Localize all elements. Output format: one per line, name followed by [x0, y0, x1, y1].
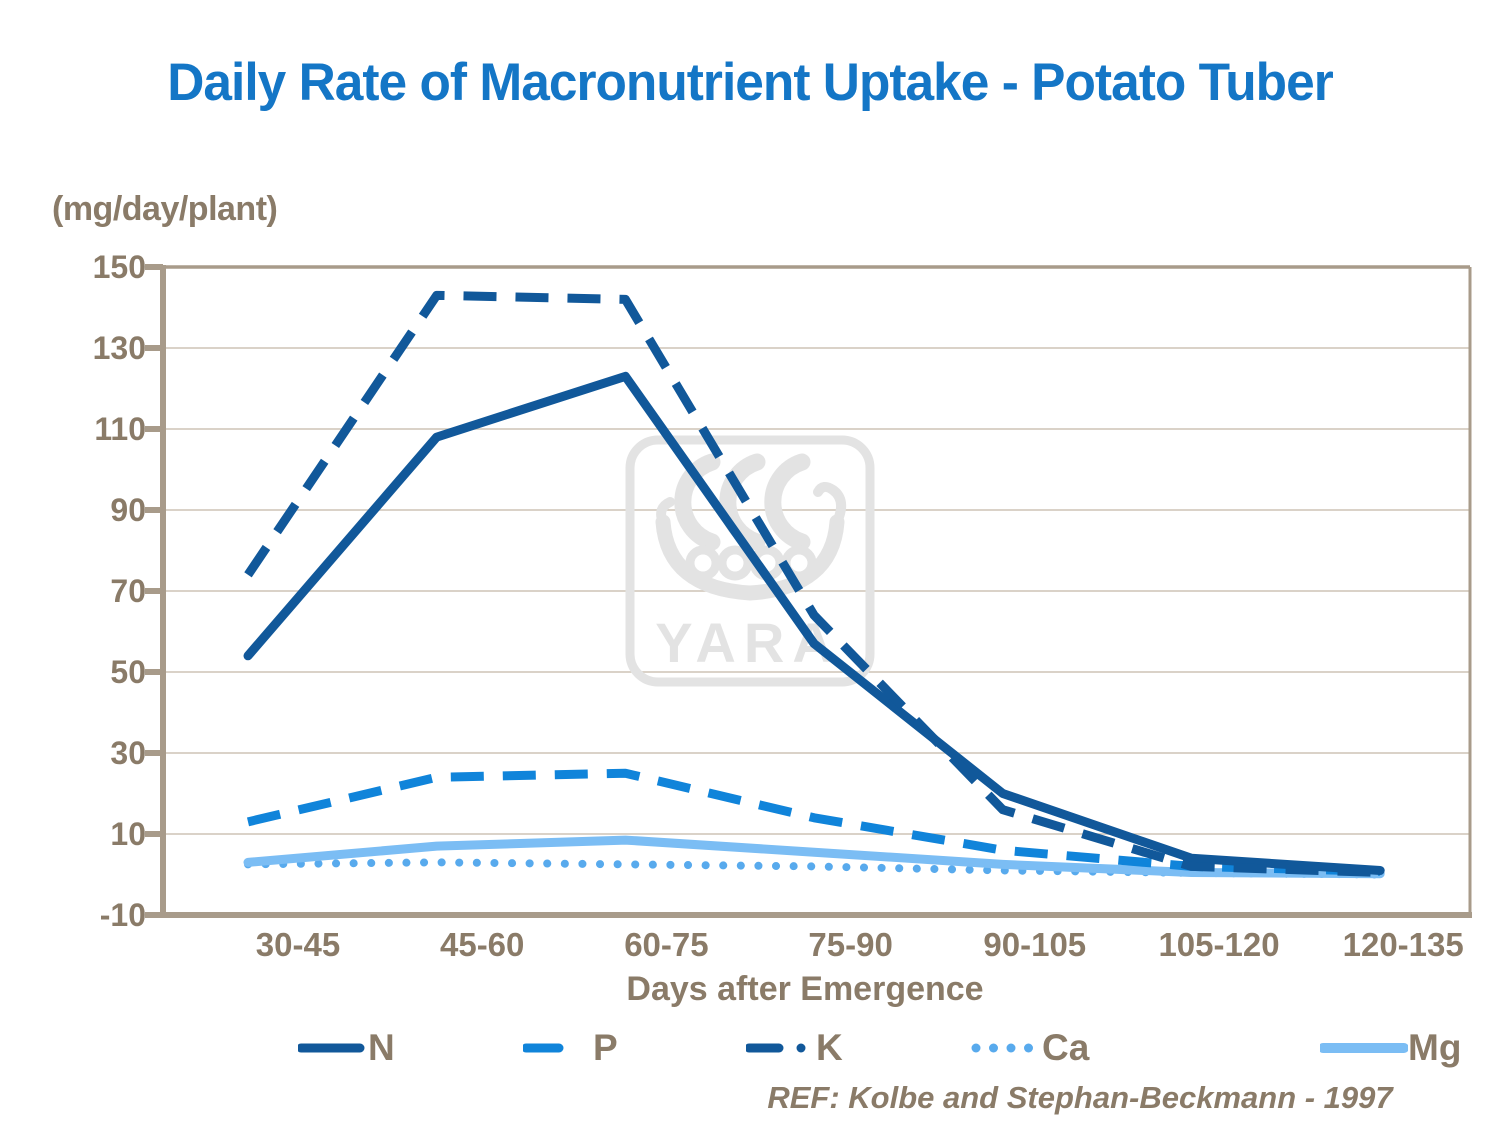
x-axis-tick-label: 90-105 — [983, 926, 1087, 963]
x-axis-title: Days after Emergence — [626, 970, 984, 1008]
x-axis-tick-label: 120-135 — [1342, 926, 1464, 963]
legend-item-N: N — [298, 1026, 395, 1070]
series-Ca-line — [244, 858, 1385, 879]
legend-swatch-K — [746, 1043, 806, 1053]
legend-item-K: K — [746, 1026, 843, 1070]
legend-label-K: K — [816, 1027, 843, 1068]
y-axis-tick-label: 90 — [110, 492, 146, 528]
series-Mg-line — [243, 835, 1385, 879]
legend-label-Mg: Mg — [1408, 1027, 1462, 1068]
y-axis-tick-label: 130 — [92, 330, 146, 366]
legend-swatch-N — [298, 1043, 365, 1053]
y-axis-tick-label: 10 — [110, 816, 146, 852]
legend-item-Ca: Ca — [970, 1026, 1089, 1070]
x-axis-tick-label: 105-120 — [1158, 926, 1280, 963]
chart-title: Daily Rate of Macronutrient Uptake - Pot… — [167, 53, 1333, 112]
legend-item-P: P — [523, 1026, 618, 1070]
y-axis-tick-label: 150 — [92, 249, 146, 285]
x-axis-tick-label: 60-75 — [624, 926, 709, 963]
y-axis-tick-label: 70 — [110, 573, 146, 609]
legend-label-P: P — [593, 1027, 618, 1068]
yara-watermark-logo: YARA — [625, 435, 875, 687]
y-axis-tick-label: 110 — [94, 411, 146, 447]
legend-swatch-Mg — [1320, 1043, 1408, 1053]
y-axis-tick-label: -10 — [99, 897, 146, 933]
x-axis-tick-label: 30-45 — [255, 926, 341, 963]
reference-note: REF: Kolbe and Stephan-Beckmann - 1997 — [767, 1080, 1393, 1115]
y-axis-tick-label: 50 — [110, 654, 146, 690]
legend-label-Ca: Ca — [1042, 1027, 1090, 1068]
series-K-line — [244, 290, 1381, 877]
legend-label-N: N — [368, 1027, 395, 1068]
y-axis-unit-label: (mg/day/plant) — [52, 190, 278, 228]
legend-swatch-P — [523, 1043, 564, 1053]
legend-swatch-Ca — [971, 1043, 1033, 1053]
x-axis-tick-label: 45-60 — [439, 926, 525, 963]
legend-item-Mg: Mg — [1320, 1026, 1461, 1070]
y-axis-tick-label: 30 — [110, 735, 146, 771]
series-N-line — [243, 371, 1385, 875]
x-axis-tick-label: 75-90 — [808, 926, 893, 963]
